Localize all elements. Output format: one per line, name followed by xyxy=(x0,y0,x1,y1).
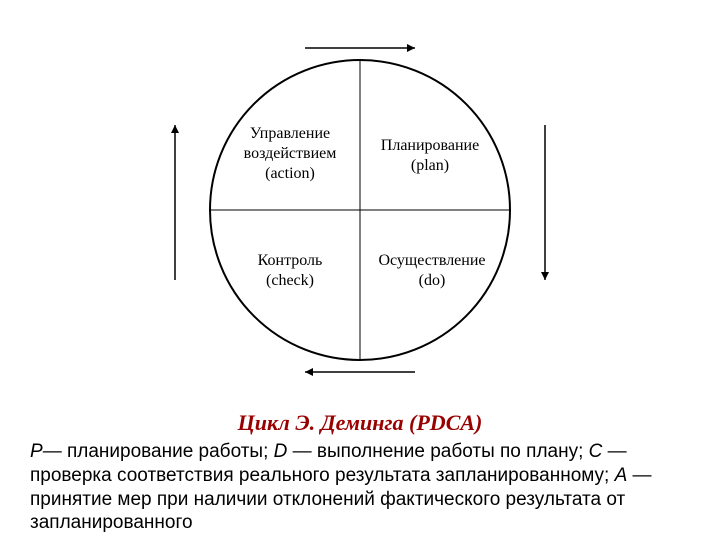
quadrant-check-line2: (check) xyxy=(266,272,314,289)
diagram-title: Цикл Э. Деминга (PDCA) xyxy=(30,410,690,436)
desc-c-letter: C xyxy=(589,441,603,462)
quadrant-do-line1: Осуществление xyxy=(378,252,485,269)
quadrant-check-line1: Контроль xyxy=(258,252,323,269)
desc-p-letter: P xyxy=(30,441,43,462)
caption-block: Цикл Э. Деминга (PDCA) P— планирование р… xyxy=(30,410,690,535)
arrow-right-head xyxy=(541,272,549,280)
desc-d-text: — выполнение работы по плану; xyxy=(287,441,588,462)
desc-p-text: — планирование работы; xyxy=(43,441,274,462)
pdca-diagram: Планирование (plan) Осуществление (do) К… xyxy=(130,20,590,400)
arrow-left-head xyxy=(171,125,179,133)
quadrant-action-line2: воздействием xyxy=(244,145,337,162)
desc-a-letter: A xyxy=(615,465,628,486)
arrow-top-head xyxy=(407,44,415,52)
desc-d-letter: D xyxy=(274,441,288,462)
quadrant-action-line1: Управление xyxy=(250,125,330,142)
quadrant-action-line3: (action) xyxy=(265,165,315,182)
page-container: Планирование (plan) Осуществление (do) К… xyxy=(0,0,720,540)
diagram-description: P— планирование работы; D — выполнение р… xyxy=(30,440,690,535)
quadrant-plan-line2: (plan) xyxy=(411,157,449,174)
pdca-svg: Планирование (plan) Осуществление (do) К… xyxy=(130,20,590,400)
quadrant-do-line2: (do) xyxy=(419,272,446,289)
quadrant-plan-line1: Планирование xyxy=(381,137,479,154)
arrow-bottom-head xyxy=(305,368,313,376)
